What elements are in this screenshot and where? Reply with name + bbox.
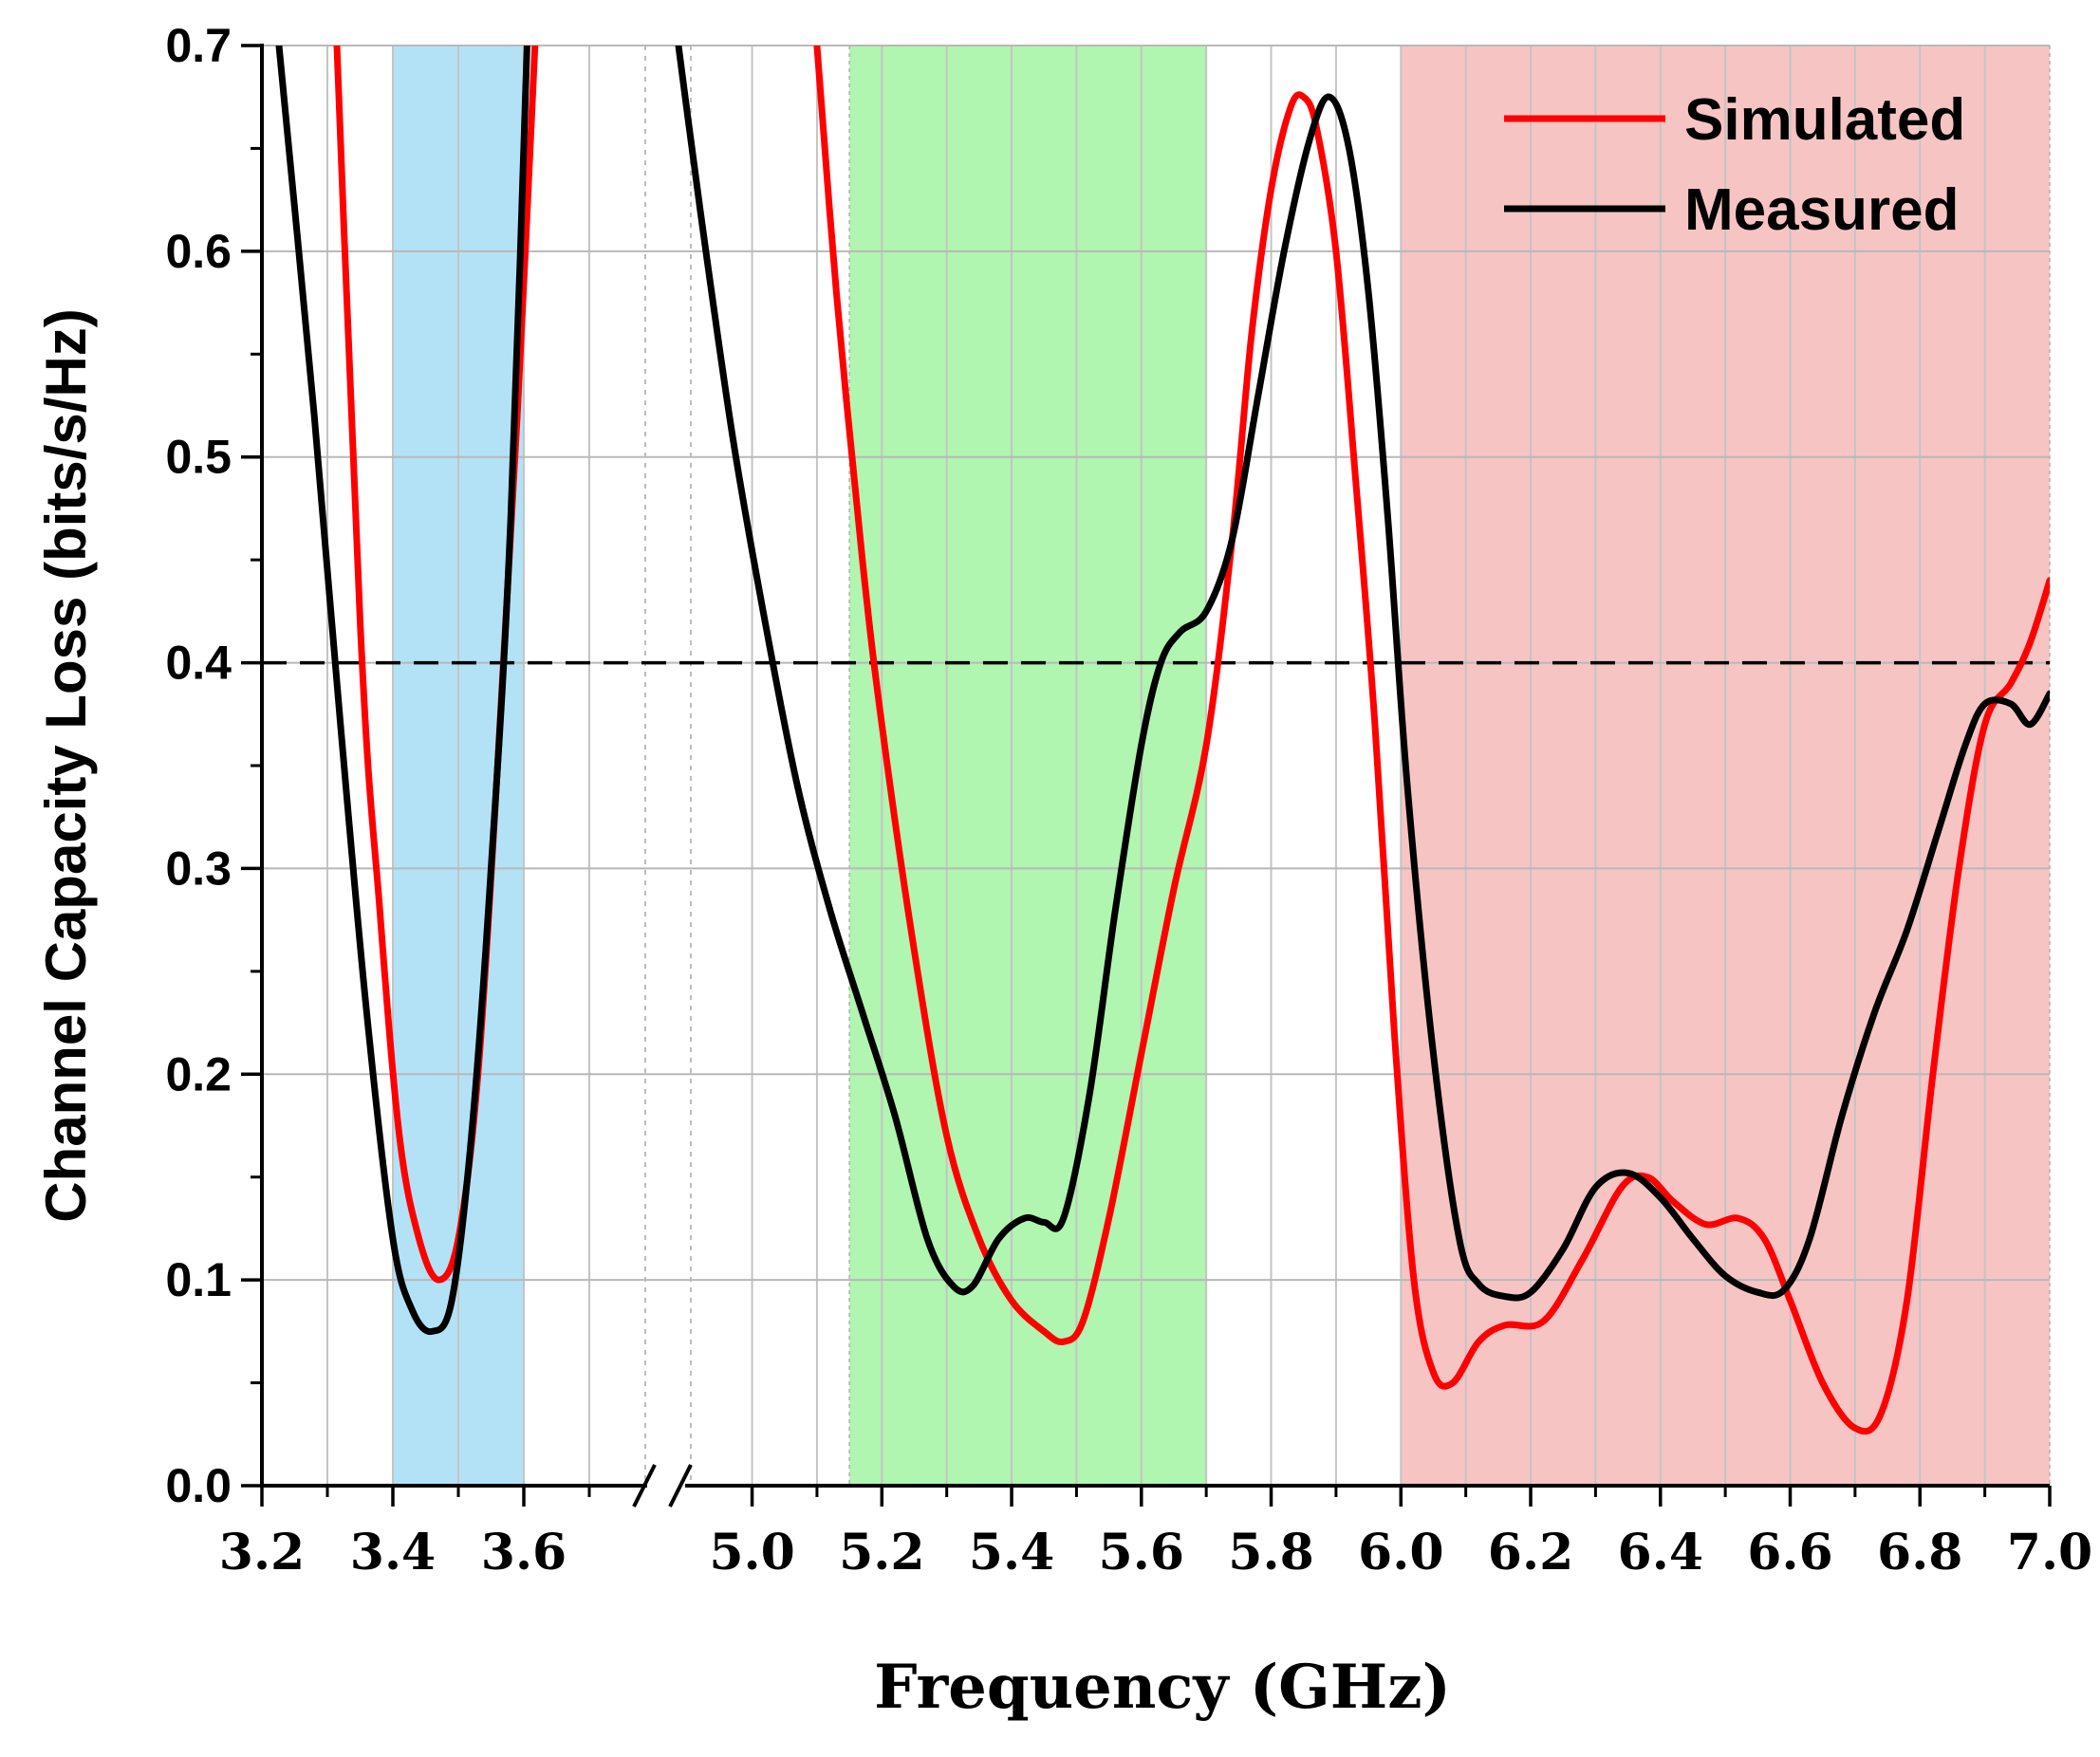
axis-break-mark-2 <box>668 1464 693 1507</box>
series-lines <box>275 46 2050 1435</box>
x-tick-label: 5.6 <box>1099 1524 1184 1581</box>
series-measured-segment-1 <box>675 46 2050 1302</box>
series-simulated-segment-1 <box>813 46 2050 1435</box>
y-tick-label: 0.0 <box>165 1459 232 1512</box>
x-tick-label: 5.2 <box>839 1524 924 1581</box>
y-tick-label: 0.4 <box>165 637 232 690</box>
x-tick-label: 3.6 <box>481 1524 567 1581</box>
x-tick-label: 6.4 <box>1618 1524 1703 1581</box>
y-tick-label: 0.6 <box>165 225 232 278</box>
x-axis-label: Frequency (GHz) <box>874 1652 1451 1723</box>
x-ticks: 3.2 3.4 3.6 5.0 5.2 5.4 5.6 5.8 6.0 6.2 6.4 6.6 6.8 7… <box>219 1486 2092 1581</box>
y-axis-label: Channel Capacity Loss (bits/s/Hz) <box>34 308 98 1223</box>
x-tick-label: 7.0 <box>2007 1524 2092 1581</box>
x-tick-label: 6.2 <box>1488 1524 1573 1581</box>
axis-break-mark-1 <box>632 1464 657 1507</box>
y-ticks: 0.0 0.1 0.2 0.3 0.4 0.5 0.6 0.7 <box>165 19 262 1512</box>
x-tick-label: 6.8 <box>1877 1524 1962 1581</box>
y-tick-label: 0.2 <box>165 1047 232 1100</box>
y-tick-label: 0.5 <box>165 431 232 484</box>
y-tick-label: 0.1 <box>165 1253 232 1306</box>
band-1 <box>849 46 1207 1486</box>
x-tick-label: 5.4 <box>969 1524 1054 1581</box>
y-tick-label: 0.3 <box>165 842 232 895</box>
x-tick-label: 6.6 <box>1747 1524 1832 1581</box>
x-tick-label: 3.2 <box>219 1524 305 1581</box>
y-tick-label: 0.7 <box>165 19 232 72</box>
vertical-gridlines <box>326 46 1986 1486</box>
series-measured-segment-0 <box>275 46 530 1336</box>
legend-label-measured: Measured <box>1684 177 1959 243</box>
x-tick-label: 6.0 <box>1358 1524 1443 1581</box>
x-tick-label: 5.8 <box>1228 1524 1313 1581</box>
x-tick-label: 3.4 <box>350 1524 436 1581</box>
x-tick-label: 5.0 <box>709 1524 794 1581</box>
legend: Simulated Measured <box>1504 87 1965 243</box>
legend-label-simulated: Simulated <box>1684 87 1965 153</box>
